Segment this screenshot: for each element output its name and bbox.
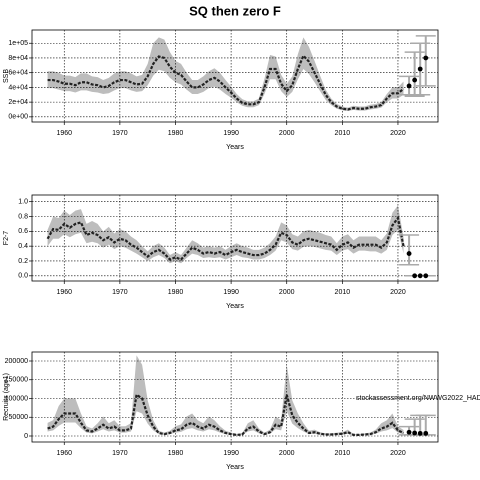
x-tick-label: 1960: [56, 289, 72, 296]
projection-point: [412, 77, 418, 83]
estimate-line: [47, 53, 405, 111]
y-axis-label: F2-7: [3, 231, 10, 246]
x-tick-label: 1990: [223, 289, 239, 296]
y-axis-label: Recruits (age1): [3, 373, 10, 421]
x-tick-label: 1980: [168, 450, 184, 457]
projection-point: [417, 430, 423, 436]
x-tick-label: 1990: [223, 450, 239, 457]
plot-frame: [31, 194, 439, 282]
plot-frame: [31, 29, 439, 123]
y-tick-label: 150000: [5, 377, 28, 384]
y-tick-label: 0.8: [18, 213, 28, 220]
x-axis-label: Years: [226, 464, 244, 471]
x-tick-label: 2010: [335, 130, 351, 137]
projection-point: [406, 429, 412, 435]
y-tick-label: 6e+04: [8, 70, 28, 77]
projection-point: [417, 66, 423, 72]
y-axis-label: SSB: [3, 69, 10, 83]
y-tick-label: 200000: [5, 358, 28, 365]
y-tick-label: 0.4: [18, 243, 28, 250]
x-tick-label: 1970: [112, 130, 128, 137]
y-tick-label: 0e+00: [8, 114, 28, 121]
x-tick-label: 2020: [390, 289, 406, 296]
x-tick-label: 1960: [56, 130, 72, 137]
projection-point: [412, 273, 418, 279]
projection-point: [423, 430, 429, 436]
projection-point: [412, 430, 418, 436]
projection-point: [423, 273, 429, 279]
y-tick-label: 2e+04: [8, 99, 28, 106]
projection-point: [423, 55, 429, 61]
confidence-band: [47, 355, 404, 436]
x-tick-label: 2000: [279, 289, 295, 296]
plot-frame: [31, 351, 439, 443]
x-tick-label: 1990: [223, 130, 239, 137]
x-tick-label: 1970: [112, 289, 128, 296]
x-tick-label: 1980: [168, 289, 184, 296]
x-tick-label: 2000: [279, 450, 295, 457]
x-axis-label: Years: [226, 303, 244, 310]
y-tick-label: 4e+04: [8, 84, 28, 91]
x-tick-label: 2010: [335, 289, 351, 296]
x-tick-label: 1980: [168, 130, 184, 137]
x-tick-label: 1970: [112, 450, 128, 457]
x-tick-label: 2020: [390, 450, 406, 457]
estimate-line: [46, 215, 405, 261]
projection-point: [417, 273, 423, 279]
y-tick-label: 100000: [5, 395, 28, 402]
y-tick-label: 0.6: [18, 228, 28, 235]
x-axis-label: Years: [226, 144, 244, 151]
confidence-band: [47, 37, 404, 111]
x-tick-label: 2010: [335, 450, 351, 457]
y-tick-label: 8e+04: [8, 55, 28, 62]
y-tick-label: 50000: [9, 414, 29, 421]
x-tick-label: 1960: [56, 450, 72, 457]
x-tick-label: 2020: [390, 130, 406, 137]
annotation: stockassessment.org/NWWG2022_HAD_final_r…: [356, 395, 480, 402]
y-tick-label: 0.2: [18, 258, 28, 265]
projection-point: [406, 83, 412, 89]
y-tick-label: 0: [24, 433, 28, 440]
chart-title: SQ then zero F: [189, 3, 281, 18]
projection-point: [406, 251, 412, 256]
y-tick-label: 0.0: [18, 273, 28, 280]
y-tick-label: 1.0: [18, 199, 28, 206]
estimate-line: [47, 392, 404, 436]
x-tick-label: 2000: [279, 130, 295, 137]
y-tick-label: 1e+05: [8, 40, 28, 47]
